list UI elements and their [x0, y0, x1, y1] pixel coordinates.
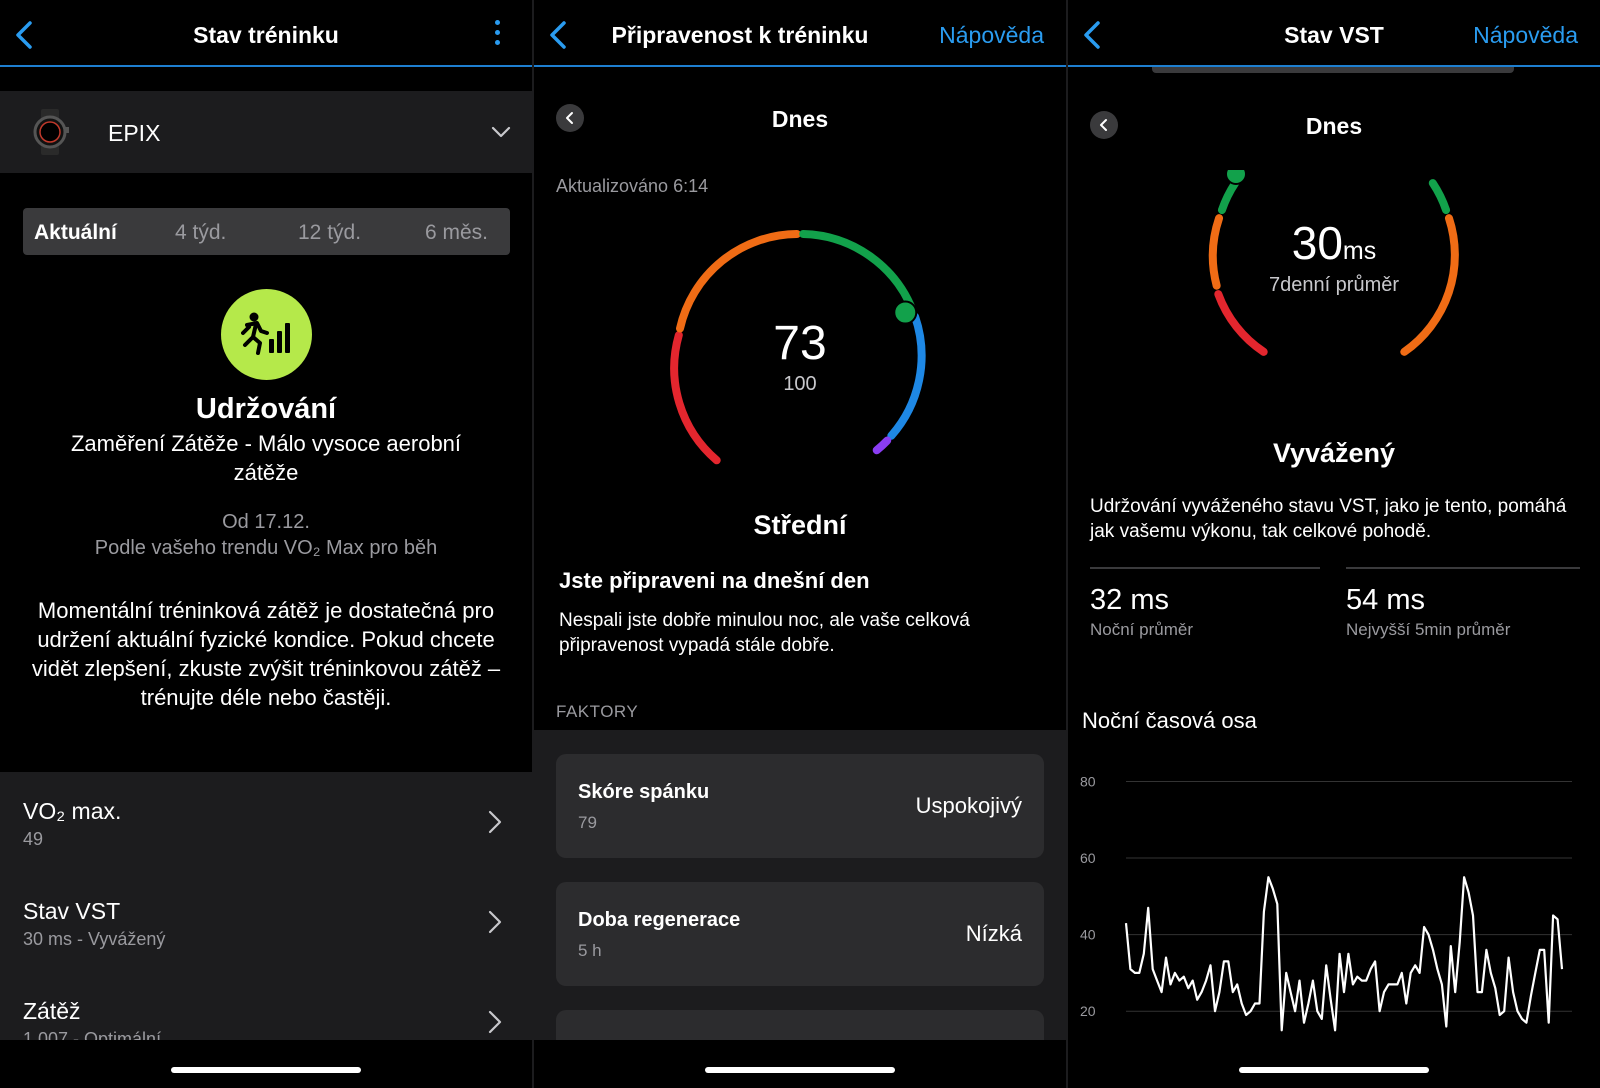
list-item-title: Zátěž — [23, 998, 81, 1024]
factor-card-sleep-score[interactable]: Skóre spánku 79 Uspokojivý — [556, 754, 1044, 858]
day-title: Dnes — [1305, 113, 1363, 139]
y-tick-label: 80 — [1080, 773, 1096, 789]
help-link[interactable]: Nápověda — [1473, 22, 1578, 48]
device-selector[interactable]: EPIX — [0, 91, 532, 173]
stat-divider — [1090, 567, 1320, 569]
page-title: Připravenost k tréninku — [611, 22, 869, 48]
runner-bars-icon — [241, 312, 290, 355]
readiness-level: Střední — [753, 510, 847, 540]
list-item-title: VO₂ max. — [23, 798, 122, 824]
stat-divider — [1346, 567, 1580, 569]
status-badge — [221, 289, 312, 380]
hrv-status: Vyvážený — [1272, 438, 1396, 468]
list-item-vo2max[interactable]: VO₂ max. 49 — [0, 772, 532, 872]
readiness-message: Nespali jste dobře minulou noc, ale vaše… — [559, 610, 970, 656]
chevron-right-icon — [488, 910, 502, 934]
list-item-load[interactable]: Zátěž 1 007 - Optimální — [0, 972, 532, 1040]
nav-bar: Stav tréninku — [0, 0, 532, 67]
status-basis: Podle vašeho trendu VO₂ Max pro běh — [94, 537, 438, 559]
previous-day-button[interactable] — [556, 104, 584, 132]
chevron-down-icon — [491, 126, 511, 138]
hrv-description: Udržování vyváženého stavu VST, jako je … — [1090, 496, 1567, 542]
chevron-left-icon — [566, 112, 573, 124]
list-item-subtitle: 1 007 - Optimální — [23, 1029, 162, 1040]
hrv-value: 30 — [1291, 217, 1343, 269]
training-readiness-screen: Připravenost k tréninku Nápověda Dnes Ak… — [534, 0, 1066, 1088]
tab-current[interactable]: Aktuální — [34, 221, 117, 244]
metrics-list: VO₂ max. 49 Stav VST 30 ms - Vyvážený Zá… — [0, 772, 532, 1040]
factor-value: Nízká — [965, 921, 1022, 946]
period-tabs: Aktuální 4 týd. 12 týd. 6 měs. — [23, 208, 510, 255]
max-5min-value: 54 ms — [1346, 584, 1425, 616]
factor-title: Skóre spánku — [578, 781, 710, 803]
back-chevron-icon[interactable] — [10, 18, 40, 52]
hrv-unit: ms — [1342, 237, 1377, 265]
scroll-indicator — [1152, 67, 1514, 73]
factor-card-next[interactable] — [556, 1010, 1044, 1040]
factors-list: Skóre spánku 79 Uspokojivý Doba regenera… — [534, 730, 1066, 1040]
hrv-value-label: 7denní průměr — [1268, 274, 1400, 296]
status-since: Od 17.12. — [222, 511, 310, 533]
back-chevron-icon[interactable] — [544, 18, 574, 52]
page-title: Stav tréninku — [193, 22, 339, 48]
chevron-left-icon — [1100, 119, 1107, 131]
factor-subvalue: 79 — [578, 813, 597, 832]
updated-time: Aktualizováno 6:14 — [556, 176, 709, 196]
factors-heading: FAKTORY — [556, 702, 639, 721]
status-subtitle: Zaměření Zátěže - Málo vysoce aerobní zá… — [70, 431, 462, 485]
hrv-series-line — [1124, 876, 1564, 1032]
factor-title: Doba regenerace — [578, 909, 741, 931]
timeline-title: Noční časová osa — [1082, 708, 1257, 733]
factor-subvalue: 5 h — [578, 941, 602, 960]
panel-divider — [1066, 0, 1068, 1088]
nav-bar: Stav VST Nápověda — [1068, 0, 1600, 67]
night-average-label: Noční průměr — [1090, 620, 1193, 639]
help-link[interactable]: Nápověda — [939, 22, 1044, 48]
night-timeline-chart: 20 40 60 80 — [1080, 773, 1572, 1032]
day-title: Dnes — [771, 106, 829, 132]
readiness-heading: Jste připraveni na dnešní den — [559, 568, 870, 593]
y-tick-label: 60 — [1080, 850, 1096, 866]
max-5min-label: Nejvyšší 5min průměr — [1346, 620, 1511, 639]
tab-12-weeks[interactable]: 12 týd. — [298, 221, 362, 244]
tab-4-weeks[interactable]: 4 týd. — [175, 221, 227, 244]
list-item-title: Stav VST — [23, 898, 121, 924]
night-average-value: 32 ms — [1090, 584, 1169, 616]
status-description: Momentální tréninková zátěž je dostatečn… — [31, 598, 501, 710]
device-name: EPIX — [108, 120, 161, 146]
chevron-right-icon — [488, 810, 502, 834]
home-indicator — [1239, 1067, 1429, 1073]
list-item-hrv-status[interactable]: Stav VST 30 ms - Vyvážený — [0, 872, 532, 972]
hrv-gauge — [1208, 170, 1459, 356]
more-options-icon[interactable] — [492, 20, 502, 50]
list-item-subtitle: 49 — [23, 829, 44, 849]
status-title: Udržování — [195, 393, 337, 425]
back-chevron-icon[interactable] — [1078, 18, 1108, 52]
page-title: Stav VST — [1284, 22, 1384, 48]
hrv-value-group: 30ms — [1068, 216, 1600, 270]
list-item-subtitle: 30 ms - Vyvážený — [23, 929, 166, 949]
hrv-status-screen: Stav VST Nápověda Dnes 30ms 7denní průmě… — [1068, 0, 1600, 1088]
factor-card-recovery-time[interactable]: Doba regenerace 5 h Nízká — [556, 882, 1044, 986]
tab-6-months[interactable]: 6 měs. — [425, 221, 489, 244]
readiness-gauge — [670, 230, 926, 465]
training-status-screen: Stav tréninku EPIX Aktuální 4 týd. 12 tý… — [0, 0, 532, 1088]
panel-divider — [532, 0, 534, 1088]
readiness-max: 100 — [783, 373, 817, 395]
y-tick-label: 40 — [1080, 927, 1096, 943]
readiness-score: 73 — [773, 317, 827, 370]
previous-day-button[interactable] — [1090, 111, 1118, 139]
home-indicator — [171, 1067, 361, 1073]
watch-icon — [33, 109, 69, 155]
factor-value: Uspokojivý — [915, 793, 1022, 818]
home-indicator — [705, 1067, 895, 1073]
y-tick-label: 20 — [1080, 1003, 1096, 1019]
chevron-right-icon — [488, 1010, 502, 1034]
nav-bar: Připravenost k tréninku Nápověda — [534, 0, 1066, 67]
